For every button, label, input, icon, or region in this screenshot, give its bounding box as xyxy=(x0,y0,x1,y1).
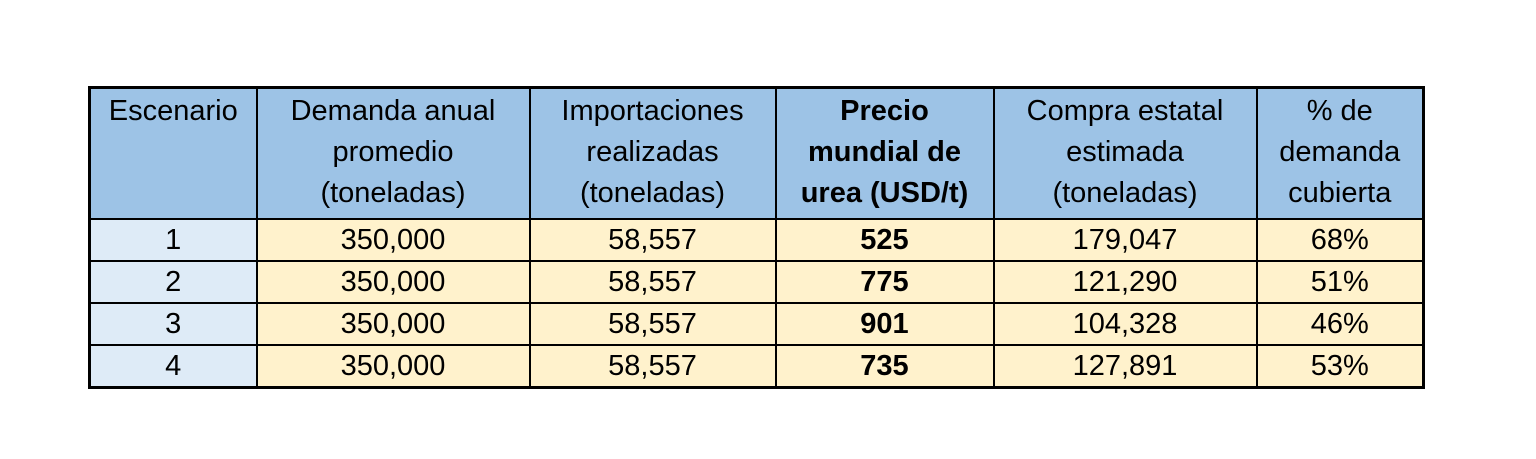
cell-r1-pct: 68% xyxy=(1255,218,1425,262)
column-header-demanda: Demanda anual promedio (toneladas) xyxy=(255,86,531,220)
column-header-compra: Compra estatal estimada (toneladas) xyxy=(992,86,1258,220)
column-header-importaciones: Importaciones realizadas (toneladas) xyxy=(528,86,777,220)
cell-r2-importaciones: 58,557 xyxy=(528,260,777,304)
cell-r3-compra: 104,328 xyxy=(992,302,1258,346)
table-header-row: Escenario Demanda anual promedio (tonela… xyxy=(88,86,1425,220)
cell-r3-importaciones: 58,557 xyxy=(528,302,777,346)
cell-r4-compra: 127,891 xyxy=(992,344,1258,389)
cell-r4-precio: 735 xyxy=(774,344,995,389)
cell-r3-escenario: 3 xyxy=(88,302,258,346)
column-header-pct-demanda: % de demanda cubierta xyxy=(1255,86,1425,220)
cell-r2-demanda: 350,000 xyxy=(255,260,531,304)
table-row-scenario-1: 1 350,000 58,557 525 179,047 68% xyxy=(88,218,1425,262)
cell-r4-importaciones: 58,557 xyxy=(528,344,777,389)
cell-r1-escenario: 1 xyxy=(88,218,258,262)
cell-r2-escenario: 2 xyxy=(88,260,258,304)
cell-r2-precio: 775 xyxy=(774,260,995,304)
cell-r3-precio: 901 xyxy=(774,302,995,346)
column-header-escenario: Escenario xyxy=(88,86,258,220)
cell-r1-importaciones: 58,557 xyxy=(528,218,777,262)
cell-r1-precio: 525 xyxy=(774,218,995,262)
cell-r2-compra: 121,290 xyxy=(992,260,1258,304)
cell-r3-pct: 46% xyxy=(1255,302,1425,346)
cell-r4-escenario: 4 xyxy=(88,344,258,389)
table-row-scenario-3: 3 350,000 58,557 901 104,328 46% xyxy=(88,302,1425,346)
column-header-precio: Precio mundial de urea (USD/t) xyxy=(774,86,995,220)
cell-r4-demanda: 350,000 xyxy=(255,344,531,389)
table-row-scenario-4: 4 350,000 58,557 735 127,891 53% xyxy=(88,344,1425,389)
cell-r1-demanda: 350,000 xyxy=(255,218,531,262)
cell-r1-compra: 179,047 xyxy=(992,218,1258,262)
urea-scenarios-table: Escenario Demanda anual promedio (tonela… xyxy=(88,86,1425,389)
table-row-scenario-2: 2 350,000 58,557 775 121,290 51% xyxy=(88,260,1425,304)
cell-r4-pct: 53% xyxy=(1255,344,1425,389)
cell-r3-demanda: 350,000 xyxy=(255,302,531,346)
cell-r2-pct: 51% xyxy=(1255,260,1425,304)
scenarios-table-container: Escenario Demanda anual promedio (tonela… xyxy=(88,86,1425,389)
